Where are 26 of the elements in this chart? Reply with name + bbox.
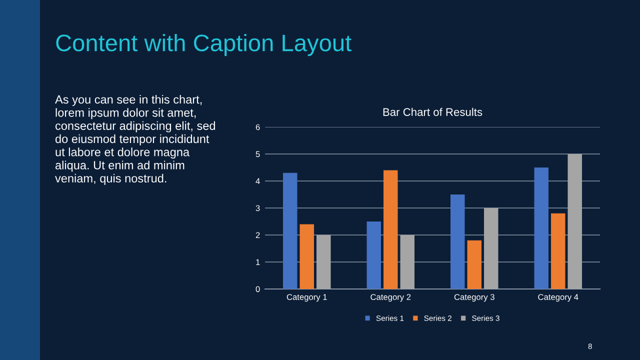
x-tick-label: Category 1 [286,294,327,302]
bar [283,172,298,289]
bar [467,240,482,289]
bar [384,170,398,289]
y-tick-label: 4 [256,178,260,184]
chart-title: Bar Chart of Results [383,108,482,116]
bar [484,208,498,289]
bar [400,235,414,289]
x-tick-label: Category 4 [538,294,578,302]
x-tick-label: Category 2 [370,294,411,302]
y-tick-label: 5 [256,151,260,158]
y-tick-label: 2 [256,232,260,238]
y-tick-label: 0 [256,286,260,292]
y-tick-label: 3 [256,205,260,212]
text: As you can see in this chart, lorem ipsum dolor sit amet, consectetur adipiscing elit, sed do eiusmod tempor incididunt ut labore et dolore magna aliqua. Ut enim ad minim veniam, quis nostrud. [55,95,216,185]
bar [300,224,314,289]
x-tick-label: Category 3 [454,294,494,302]
bar [450,194,465,289]
y-tick-label: 6 [256,124,260,130]
text: Content with Caption Layout [56,34,352,56]
y-tick-label: 1 [256,259,260,266]
bar [568,154,582,289]
bar [534,168,548,289]
bar [366,222,381,289]
bar [551,213,566,289]
bar [316,235,331,289]
